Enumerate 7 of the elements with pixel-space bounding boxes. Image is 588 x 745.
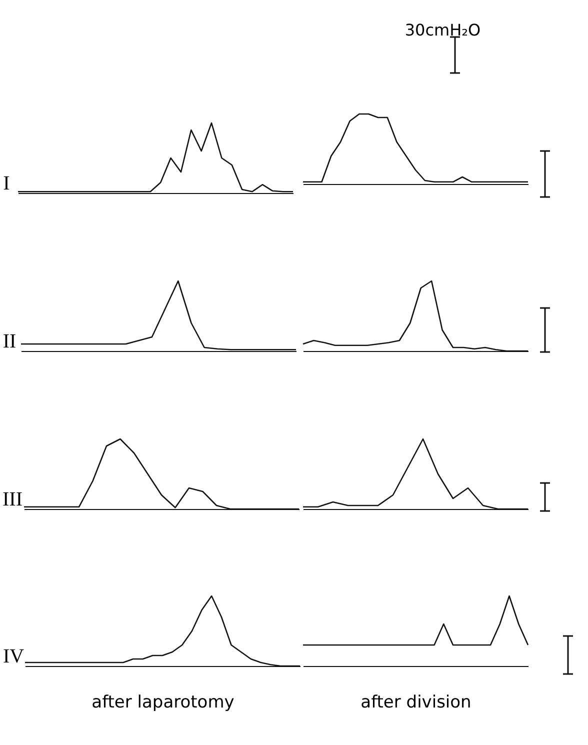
text: 30cmH₂O [404,20,481,40]
y-axis-title: I [3,172,10,194]
y-axis-title: III [2,488,22,510]
y-axis-title: II [2,330,16,352]
x-axis-title: after division [360,692,472,712]
y-axis-title: IV [2,646,25,668]
x-axis-title: after laparotomy [92,692,234,712]
